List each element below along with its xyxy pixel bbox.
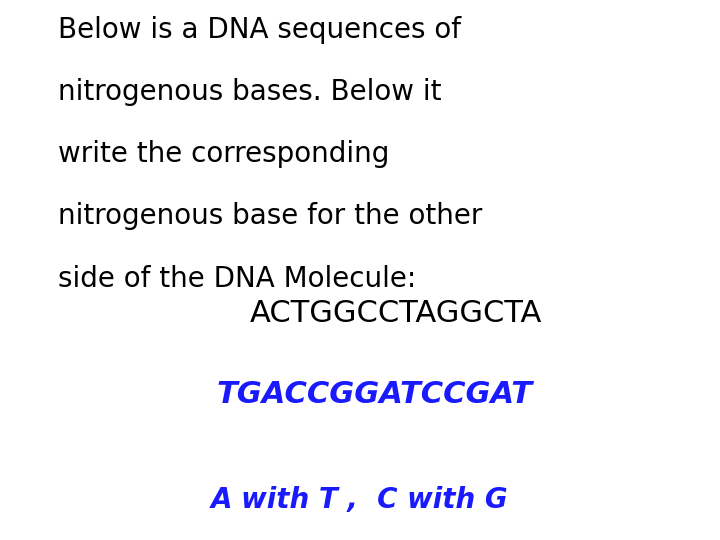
Text: Below is a DNA sequences of: Below is a DNA sequences of bbox=[58, 16, 461, 44]
Text: A with T ,  C with G: A with T , C with G bbox=[211, 485, 509, 514]
Text: nitrogenous base for the other: nitrogenous base for the other bbox=[58, 202, 482, 231]
Text: side of the DNA Molecule:: side of the DNA Molecule: bbox=[58, 265, 416, 293]
Text: write the corresponding: write the corresponding bbox=[58, 140, 389, 168]
Text: TGACCGGATCCGAT: TGACCGGATCCGAT bbox=[217, 380, 532, 409]
Text: nitrogenous bases. Below it: nitrogenous bases. Below it bbox=[58, 78, 441, 106]
Text: ACTGGCCTAGGCTA: ACTGGCCTAGGCTA bbox=[250, 299, 542, 328]
